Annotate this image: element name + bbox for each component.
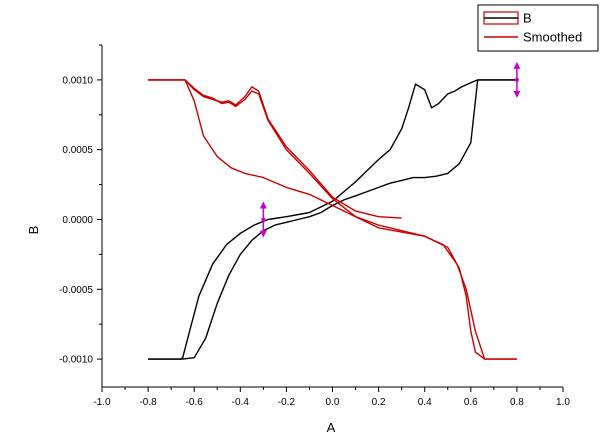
legend-box xyxy=(477,4,599,52)
y-tick-label: 0.0010 xyxy=(62,75,93,86)
plot-lines xyxy=(148,79,517,360)
y-tick-label: 0.0000 xyxy=(62,215,93,226)
x-tick-label: -0.8 xyxy=(139,397,157,408)
series-line-smoothed-5 xyxy=(148,79,517,360)
legend-label: Smoothed xyxy=(523,30,582,45)
y-tick-label: -0.0005 xyxy=(59,285,93,296)
x-axis-title: A xyxy=(327,420,336,435)
x-tick-label: -0.4 xyxy=(232,397,250,408)
legend-items: B Smoothed xyxy=(483,11,582,45)
x-tick-label: -0.2 xyxy=(278,397,296,408)
x-tick-label: 0.0 xyxy=(326,397,340,408)
marker-arrow-up xyxy=(259,201,267,209)
marker-arrow-up xyxy=(513,61,521,69)
x-ticks: -1.0 -0.8 -0.6 -0.4 -0.2 0.0 0.2 0.4 0.6 0.8 1.0 xyxy=(93,387,570,408)
y-tick-label: 0.0005 xyxy=(62,145,93,156)
legend-label: B xyxy=(523,11,532,26)
marker-dot xyxy=(514,77,519,82)
y-ticks: -0.0010 -0.0005 0.0000 0.0005 0.0010 xyxy=(59,44,102,366)
x-tick-label: 0.4 xyxy=(418,397,432,408)
y-tick-label: -0.0010 xyxy=(59,355,93,366)
x-tick-label: -1.0 xyxy=(93,397,111,408)
double-arrow-marker xyxy=(513,61,521,98)
y-axis-title: B xyxy=(26,226,41,235)
series-line-b-1 xyxy=(148,79,517,360)
series-line-b-2 xyxy=(148,79,517,360)
marker-arrow-down xyxy=(259,230,267,238)
x-tick-label: 1.0 xyxy=(556,397,570,408)
x-tick-label: 0.2 xyxy=(372,397,386,408)
series-line-smoothed-4 xyxy=(148,79,517,360)
x-tick-label: 0.6 xyxy=(464,397,478,408)
double-arrow-marker xyxy=(259,201,267,238)
series-line-smoothed-3 xyxy=(148,79,402,219)
marker-dot xyxy=(261,217,266,222)
legend: B Smoothed xyxy=(477,4,599,52)
marker-arrow-down xyxy=(513,90,521,98)
x-tick-label: 0.8 xyxy=(510,397,524,408)
x-tick-label: -0.6 xyxy=(186,397,204,408)
markers xyxy=(259,61,521,238)
axes: -1.0 -0.8 -0.6 -0.4 -0.2 0.0 0.2 0.4 0.6 0.8 1.0 -… xyxy=(59,44,570,408)
